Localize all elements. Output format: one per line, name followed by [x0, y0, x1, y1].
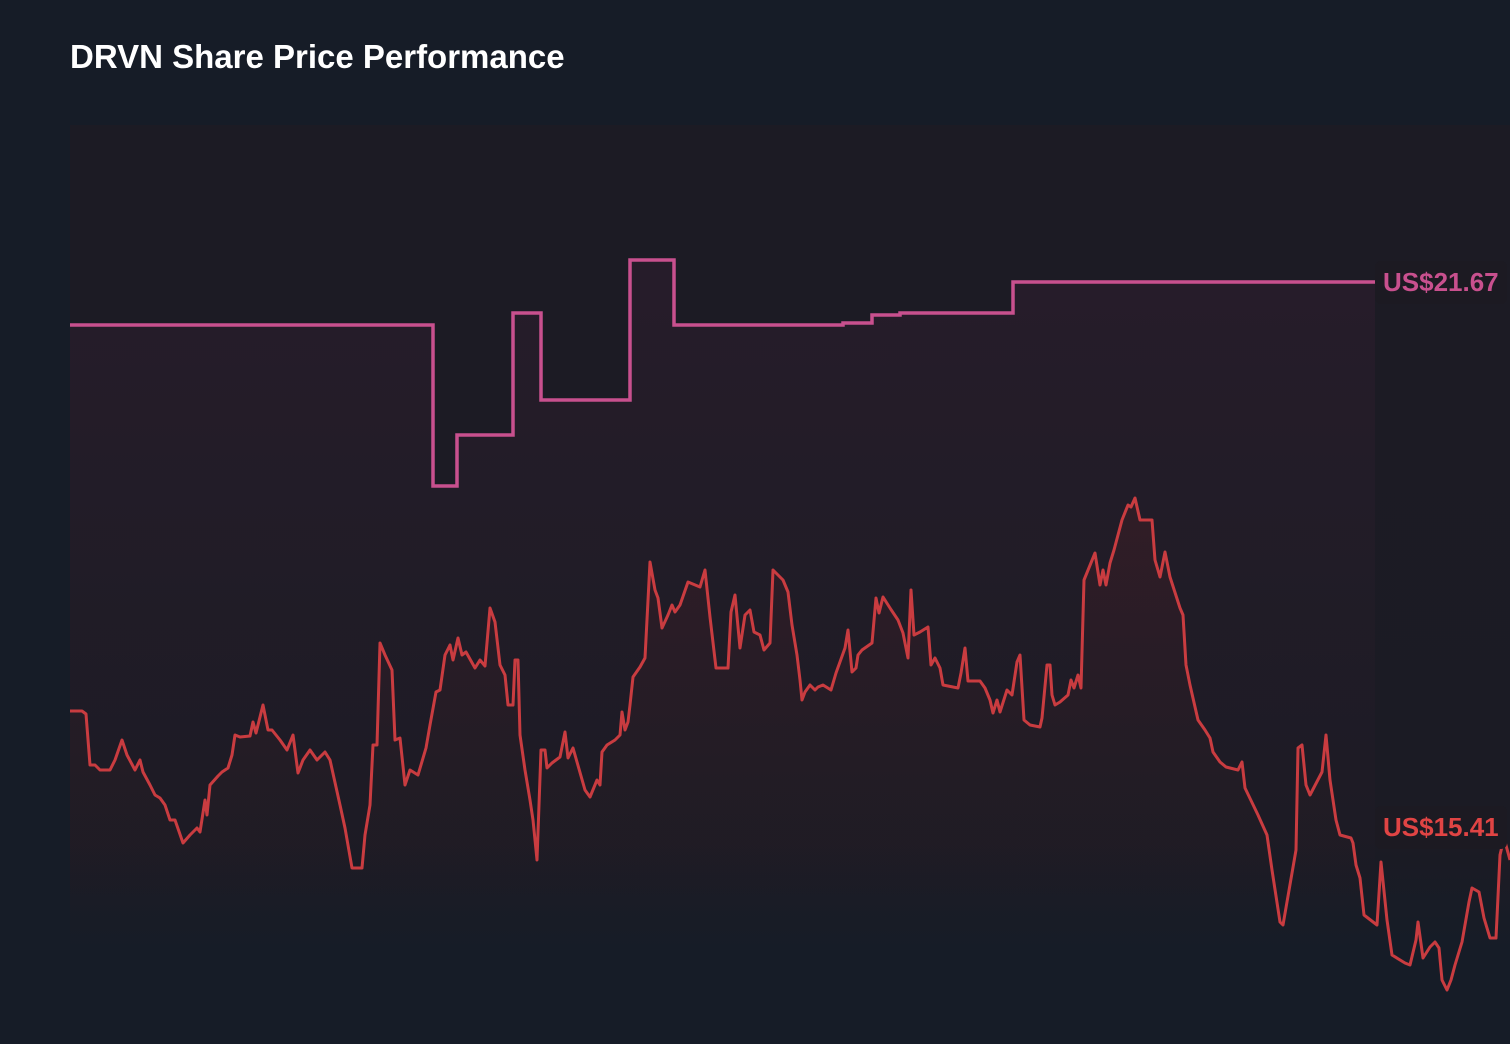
share-price-area: [70, 498, 1510, 990]
chart-title: DRVN Share Price Performance: [70, 38, 565, 75]
share-price-line: [70, 496, 1510, 992]
share-price-end-label: US$15.41: [1375, 806, 1507, 849]
fair-value-line: [70, 258, 1375, 488]
fair-value-end-label: US$21.67: [1375, 261, 1507, 304]
